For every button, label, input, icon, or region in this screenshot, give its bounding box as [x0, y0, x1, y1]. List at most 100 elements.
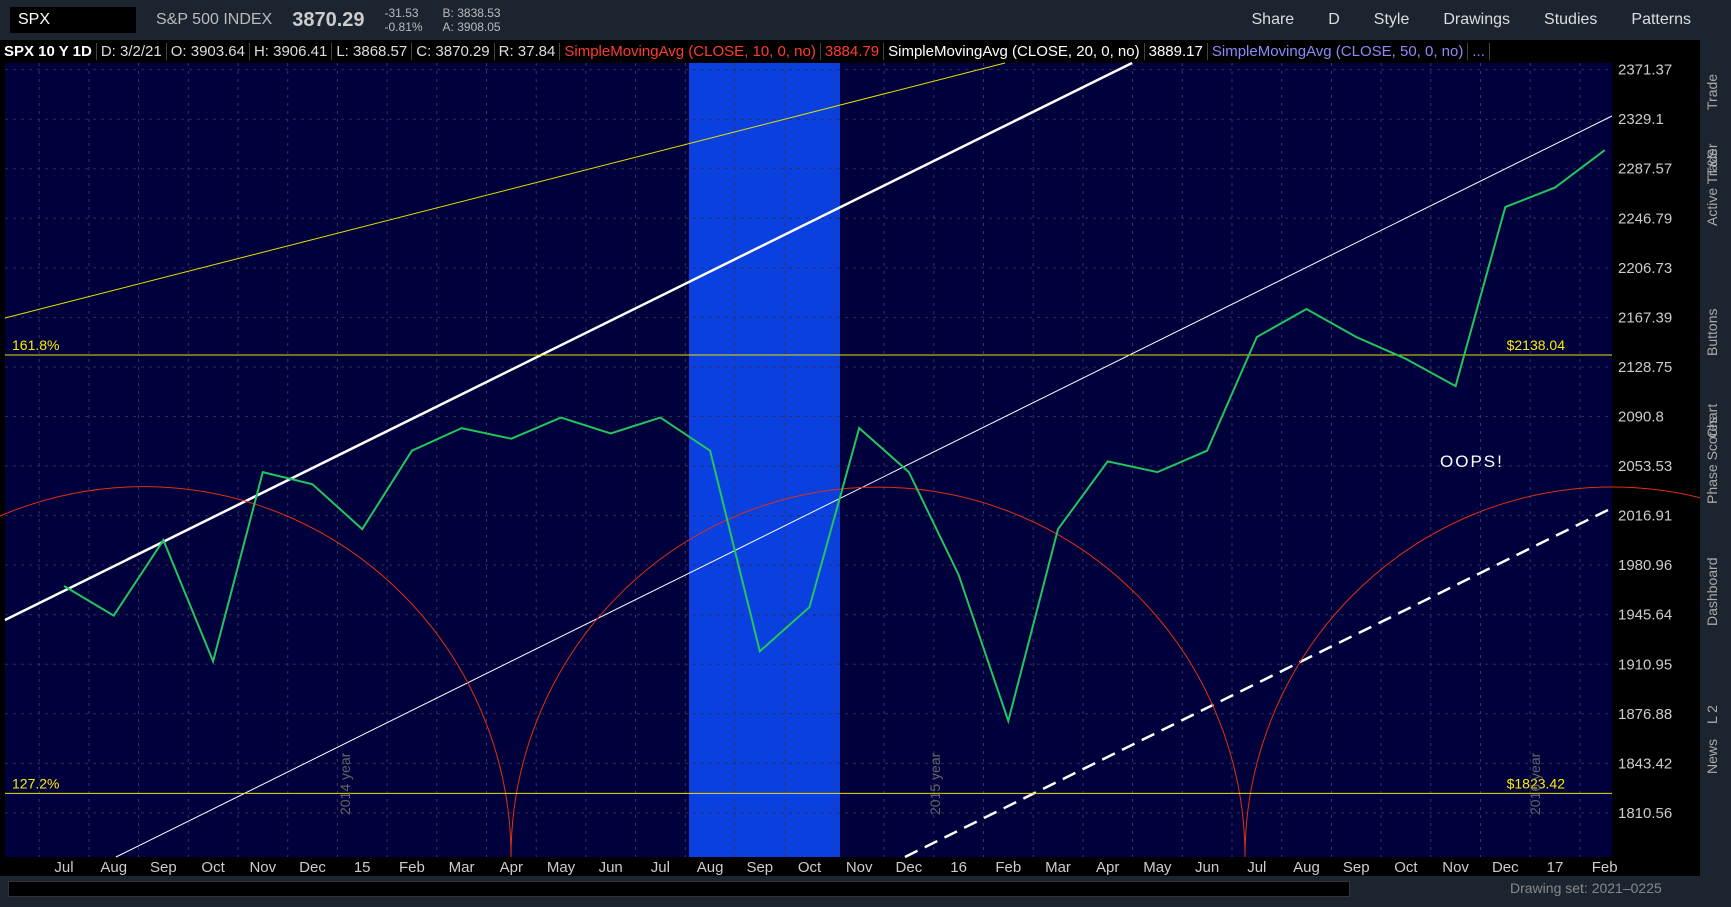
drawing-set[interactable]: Drawing set: 2021–0225 [1510, 880, 1662, 896]
x-tick-label: Jun [599, 859, 623, 876]
study-name: SimpleMovingAvg (CLOSE, 20, 0, no) [884, 42, 1145, 60]
toolbar-button[interactable]: Share [1251, 11, 1295, 28]
sidebar: Trade T&S Active Trader Buttons Chart Phase S… [1700, 40, 1731, 883]
bid: B: 3838.53 [442, 6, 501, 20]
x-tick-label: Sep [150, 859, 177, 876]
toolbar-button[interactable]: Patterns [1631, 11, 1691, 28]
scrollbar[interactable] [8, 881, 1350, 897]
chart: Jul Aug Sep Oct Nov Dec 15 Feb Mar Apr May Jun Jul Au… [0, 61, 1700, 876]
x-tick-label: May [1143, 859, 1172, 876]
date: D: 3/2/21 [97, 42, 167, 60]
change-pct: -0.81% [384, 20, 423, 34]
y-tick-label: 1810.56 [1618, 805, 1672, 822]
y-tick-label: 2371.37 [1618, 62, 1672, 79]
y-tick-label: 2090.8 [1618, 408, 1664, 425]
y-tick-label: 2167.39 [1618, 309, 1672, 326]
x-tick-label: Jul [54, 859, 73, 876]
x-tick-label: Jul [1247, 859, 1266, 876]
x-tick-label: Nov [1442, 859, 1469, 876]
footer: Drawing set: 2021–0225 [0, 876, 1731, 907]
toolbar: SPX S&P 500 INDEX 3870.29 -31.53 -0.81% B… [0, 0, 1731, 40]
bid-ask: B: 3838.53 A: 3908.05 [443, 6, 501, 34]
fib-price: $1823.42 [1507, 775, 1566, 791]
study-value: 3884.79 [821, 42, 885, 60]
x-tick-label: Feb [399, 859, 425, 876]
side-tab[interactable]: Dashboard [1704, 557, 1720, 627]
x-tick-label: Apr [500, 859, 523, 876]
x-tick-label: Dec [299, 859, 326, 876]
ask: A: 3908.05 [442, 20, 501, 34]
year-label: 2016 year [1527, 752, 1543, 815]
x-tick-label: 15 [354, 859, 371, 876]
fib-price: $2138.04 [1507, 337, 1566, 353]
side-tab[interactable]: L 2 [1704, 705, 1720, 724]
x-tick-label: 17 [1547, 859, 1564, 876]
trendline [4, 61, 1133, 622]
x-tick-label: Feb [995, 859, 1021, 876]
year-label: 2014 year [337, 752, 353, 815]
y-tick-label: 1876.88 [1618, 706, 1672, 723]
x-tick-label: Oct [798, 859, 822, 876]
x-tick-label: Feb [1592, 859, 1618, 876]
side-tab[interactable]: Buttons [1704, 308, 1720, 356]
y-tick-label: 2246.79 [1618, 210, 1672, 227]
y-tick-label: 1910.95 [1618, 656, 1672, 673]
x-tick-label: Jun [1195, 859, 1219, 876]
toolbar-button[interactable]: Drawings [1443, 11, 1511, 28]
range: R: 37.84 [495, 42, 561, 60]
x-tick-label: Aug [1293, 859, 1320, 876]
study-name: SimpleMovingAvg (CLOSE, 50, 0, no) [1208, 42, 1469, 60]
x-tick-label: Mar [1045, 859, 1071, 876]
side-tab[interactable]: Phase Scores [1704, 416, 1720, 504]
x-tick-label: Apr [1096, 859, 1119, 876]
open: O: 3903.64 [167, 42, 250, 60]
trendline [4, 62, 1006, 319]
change: -31.53 -0.81% [385, 6, 423, 34]
x-tick-label: Sep [1343, 859, 1370, 876]
y-tick-label: 1945.64 [1618, 607, 1672, 624]
close: C: 3870.29 [412, 42, 495, 60]
side-tab[interactable]: Active Trader [1704, 143, 1720, 226]
x-tick-label: Mar [449, 859, 475, 876]
symbol-box[interactable]: SPX [10, 7, 136, 33]
x-tick-label: Dec [896, 859, 923, 876]
last-price: 3870.29 [292, 8, 365, 31]
y-tick-label: 2329.1 [1618, 111, 1664, 128]
high: H: 3906.41 [250, 42, 333, 60]
x-tick-label: Sep [746, 859, 773, 876]
toolbar-button[interactable]: Style [1373, 11, 1410, 28]
y-tick-label: 2206.73 [1618, 260, 1672, 277]
cycle-arc [0, 486, 1700, 858]
study-name: SimpleMovingAvg (CLOSE, 10, 0, no) [560, 42, 821, 60]
toolbar-buttons: Share D Style Drawings Studies Patterns [1252, 11, 1692, 29]
change-abs: -31.53 [384, 6, 419, 20]
x-tick-label: Jul [651, 859, 670, 876]
y-tick-label: 2053.53 [1618, 458, 1672, 475]
side-tab[interactable]: Trade [1704, 73, 1720, 110]
y-tick-label: 1843.42 [1618, 755, 1672, 772]
annotation: OOPS! [1440, 452, 1504, 471]
highlight-band [689, 63, 840, 857]
fib-name: 161.8% [12, 337, 59, 353]
toolbar-button[interactable]: Studies [1544, 11, 1598, 28]
study-value: ... [1468, 42, 1490, 60]
y-tick-label: 2287.57 [1618, 161, 1672, 178]
low: L: 3868.57 [332, 42, 413, 60]
y-tick-label: 1980.96 [1618, 557, 1672, 574]
study-value: 3889.17 [1145, 42, 1208, 60]
x-tick-label: May [547, 859, 576, 876]
x-tick-label: Oct [1394, 859, 1418, 876]
toolbar-button[interactable]: D [1328, 11, 1340, 28]
side-tab[interactable]: News [1704, 738, 1720, 774]
price-line [63, 149, 1606, 725]
fib-name: 127.2% [12, 775, 59, 791]
trendline [115, 115, 1613, 858]
info-bar: SPX 10 Y 1D D: 3/2/21 O: 3903.64 H: 3906… [0, 40, 1700, 62]
x-tick-label: Nov [249, 859, 276, 876]
x-tick-label: Oct [201, 859, 225, 876]
x-tick-label: 16 [950, 859, 967, 876]
year-label: 2015 year [927, 752, 943, 815]
y-tick-label: 2016.91 [1618, 508, 1672, 525]
x-tick-label: Aug [100, 859, 127, 876]
